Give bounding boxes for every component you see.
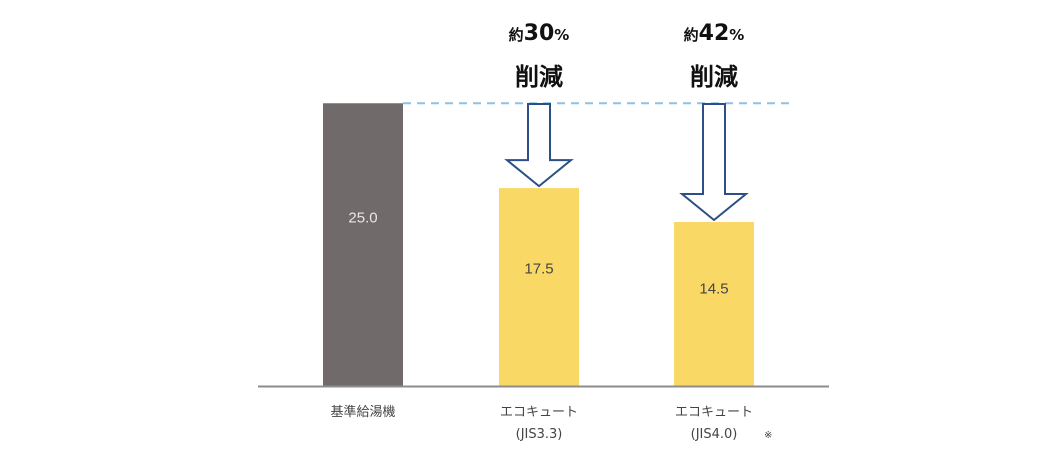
category-label-line: (JIS4.0) [691, 427, 738, 442]
down-arrow-icon [504, 103, 574, 188]
reduction-percent-label: 約42% [684, 21, 745, 46]
category-label-line: (JIS3.3) [516, 427, 563, 442]
reduction-caption: 削減 [515, 63, 563, 91]
reduction-percent-part: 約 [684, 26, 699, 44]
bar-3 [674, 222, 754, 386]
bars-layer [258, 103, 829, 388]
category-label: エコキュート (JIS4.0) [675, 405, 753, 442]
reduction-percent-part: 42 [699, 21, 730, 46]
bar-value-label: 14.5 [699, 281, 728, 298]
reduction-percent-part: 30 [524, 21, 555, 46]
bar-value-label: 25.0 [348, 209, 377, 226]
reduction-caption: 削減 [690, 63, 738, 91]
reduction-percent-part: % [729, 26, 744, 44]
bar-2 [499, 188, 579, 386]
arrows-layer [504, 103, 749, 222]
category-footnote-mark: ※ [764, 430, 772, 441]
category-label-line: エコキュート [675, 405, 753, 420]
reduction-percent-part: 約 [509, 26, 524, 44]
reduction-percent-part: % [554, 26, 569, 44]
down-arrow-icon [679, 103, 749, 222]
bar-1 [323, 103, 403, 386]
bar-value-label: 17.5 [524, 260, 553, 277]
labels-layer: 25.0 17.5 14.5 基準給湯機 エコキュート (JIS3.3) エコキュート (JI… [330, 21, 772, 442]
category-label: エコキュート (JIS3.3) [500, 405, 578, 442]
reduction-percent-label: 約30% [509, 21, 570, 46]
category-label-line: エコキュート [500, 405, 578, 420]
category-label: 基準給湯機 [330, 404, 395, 420]
category-label-line: 基準給湯機 [330, 404, 395, 420]
